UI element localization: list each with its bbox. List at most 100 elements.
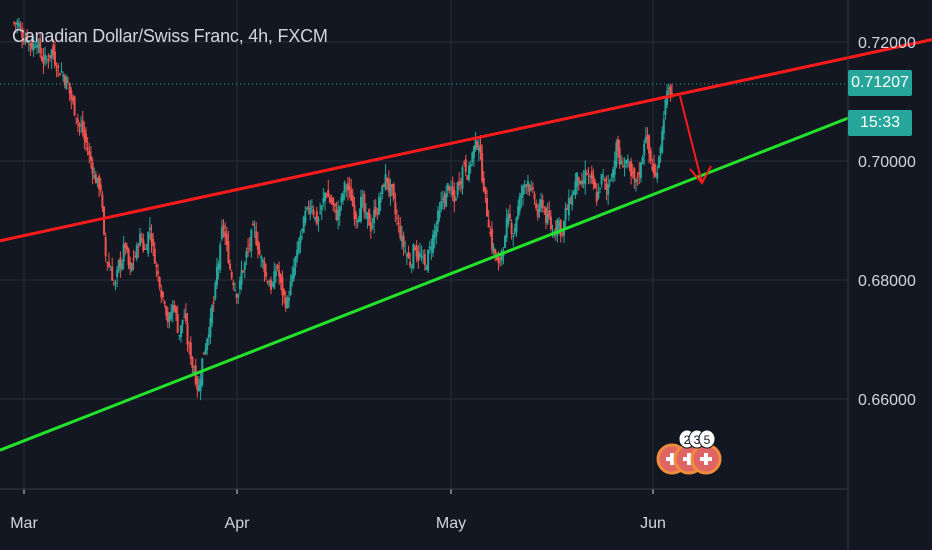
candle-body [636,176,639,178]
candle-body [181,319,184,325]
candle-body [641,157,644,164]
candle-body [212,302,215,304]
candle-body [235,293,238,298]
candle-body [21,32,24,38]
event-count-label: 3 [694,433,701,447]
candle-body [14,23,17,25]
candle-body [454,198,457,201]
candle-body [522,186,525,196]
candle-body [549,216,552,230]
candle-body [243,262,246,271]
candle-body [139,233,142,246]
candle-body [618,148,621,164]
candle-body [533,194,536,200]
candle-body [517,206,520,218]
candle-body [494,249,497,255]
candle-body [157,271,160,275]
candle-body [566,208,569,210]
candle-body [558,222,561,226]
candle-body [143,248,146,250]
candle-body [505,218,508,238]
candle-body [400,235,403,242]
candle-body [160,290,163,298]
x-tick-label: Apr [225,515,251,532]
candle-body [394,202,397,215]
candle-body [305,207,308,209]
candle-body [634,179,637,183]
candle-body [176,314,179,333]
candle-body [423,254,426,266]
candle-body [245,251,248,259]
candle-body [265,271,268,277]
candle-body [29,43,32,47]
candle-body [585,174,588,176]
candlestick-series [13,17,673,401]
candle-body [278,270,281,277]
candle-body [554,227,557,231]
candle-body [284,297,287,309]
candle-body [538,204,541,212]
candle-body [535,203,538,209]
candle-body [142,239,145,251]
candle-body [667,88,670,90]
candle-body [217,263,220,270]
candle-body [603,178,606,182]
candle-body [572,192,575,196]
candle-body [175,307,178,314]
candle-body [261,259,264,263]
candle-body [93,174,96,178]
candle-body [47,60,50,62]
candle-body [607,184,610,195]
candle-body [173,304,176,310]
candle-body [24,39,27,43]
candle-body [621,166,624,168]
candle-body [319,212,322,214]
candle-body [464,159,467,172]
event-count-bubble[interactable] [698,429,716,449]
candle-body [612,169,615,178]
candle-body [638,172,641,176]
candle-body [448,186,451,191]
candle-body [510,223,513,235]
candle-body [224,231,227,237]
resistance-trendline[interactable] [0,38,932,243]
candle-body [582,180,585,184]
candle-body [27,41,30,43]
candle-body [309,208,312,215]
candle-body [320,205,323,211]
candle-body [22,38,25,43]
y-tick-label: 0.66000 [858,392,916,409]
candle-body [669,86,672,98]
candle-body [589,175,592,177]
candle-body [468,165,471,180]
candle-body [196,378,199,390]
candle-body [242,270,245,272]
candle-body [405,254,408,257]
candle-body [459,181,462,185]
candle-body [88,150,91,155]
chart-title: Canadian Dollar/Swiss Franc, 4h, FXCM [12,26,328,46]
candle-body [287,297,290,301]
event-count-label: 5 [704,433,711,447]
candle-body [98,176,101,190]
candle-body [104,237,107,257]
candle-body [440,201,443,210]
support-trendline[interactable] [0,116,849,452]
candle-body [233,289,236,291]
candle-body [219,244,222,270]
candle-body [207,334,210,338]
down-arrow-shaft[interactable] [679,95,703,184]
candle-body [49,55,52,58]
candle-body [197,385,200,392]
candle-body [237,294,240,298]
candle-body [186,322,189,345]
candle-body [301,228,304,231]
down-arrow-head[interactable] [689,165,712,185]
candle-body [255,230,258,245]
candle-body [34,46,37,48]
candle-body [171,304,174,314]
candle-body [330,200,333,203]
candle-body [584,170,587,185]
